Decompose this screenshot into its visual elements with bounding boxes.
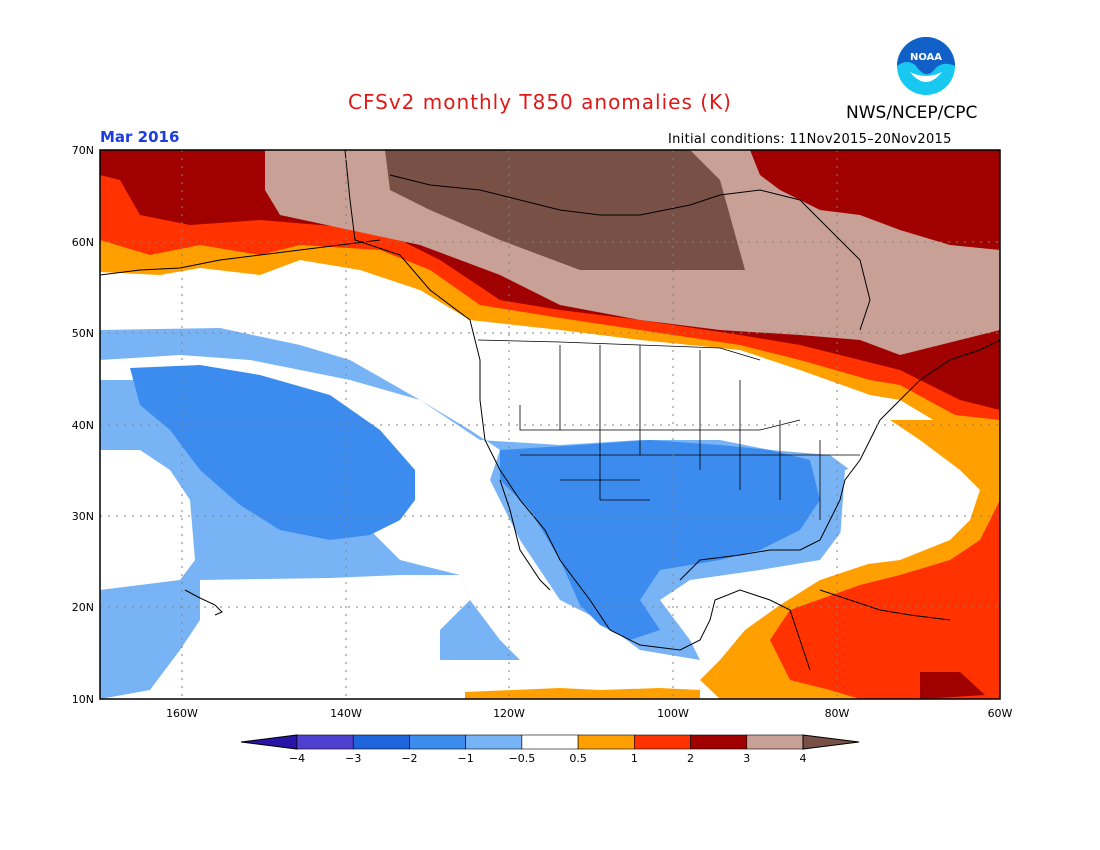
colorbar-tick-label: −3 (345, 752, 361, 765)
colorbar: −4 −3 −2 −1 −0.5 0.5 1 2 3 4 (240, 734, 860, 765)
noaa-logo-icon: NOAA (897, 37, 955, 95)
neutral-region-subtropical (100, 450, 195, 590)
lon-label: 80W (825, 707, 850, 720)
month-label: Mar 2016 (100, 128, 180, 146)
lon-label: 60W (988, 707, 1013, 720)
colorbar-segment (577, 734, 635, 750)
colorbar-segment (296, 734, 354, 750)
anomaly-region-warm-darkred-southeast (920, 672, 985, 699)
lon-label: 160W (166, 707, 198, 720)
colorbar-segment (409, 734, 466, 750)
org-label: NWS/NCEP/CPC (846, 103, 978, 123)
colorbar-segment (634, 734, 691, 750)
lon-label: 120W (493, 707, 525, 720)
neutral-region-atlantic (840, 460, 970, 565)
colorbar-tick-label: 0.5 (569, 752, 587, 765)
noaa-logo-text: NOAA (910, 52, 942, 63)
state-borders (477, 339, 860, 520)
lon-label: 100W (657, 707, 689, 720)
colorbar-tick-label: 2 (687, 752, 694, 765)
colorbar-tick-label: −0.5 (509, 752, 536, 765)
colorbar-tick-label: 1 (631, 752, 638, 765)
lat-label: 10N (72, 693, 94, 706)
neutral-region-east-pacific (200, 575, 470, 690)
lat-label: 30N (72, 510, 94, 523)
colorbar-tick-label: 4 (800, 752, 807, 765)
initial-conditions-label: Initial conditions: 11Nov2015–20Nov2015 (668, 132, 952, 147)
lat-label: 20N (72, 601, 94, 614)
lat-label: 60N (72, 236, 94, 249)
colorbar-tick-label: 3 (743, 752, 750, 765)
lat-label: 70N (72, 144, 94, 157)
colorbar-segment (802, 734, 860, 750)
grid-lines (100, 150, 1000, 699)
longitude-labels: 160W 140W 120W 100W 80W 60W (166, 707, 1012, 720)
colorbar-tick-label: −4 (289, 752, 305, 765)
colorbar-segment (746, 734, 804, 750)
anomaly-region-cool-light-pacific (100, 328, 850, 660)
lat-label: 40N (72, 419, 94, 432)
colorbar-segment (240, 734, 298, 750)
colorbar-tick-label: −2 (401, 752, 417, 765)
coastlines (100, 150, 1000, 671)
anomaly-region-cool-mid-pacific (130, 365, 415, 540)
chart-title: CFSv2 monthly T850 anomalies (K) (348, 90, 732, 114)
latitude-labels: 70N 60N 50N 40N 30N 20N 10N (72, 144, 94, 706)
anomaly-region-darkred-northeast (750, 150, 1000, 250)
anomaly-region-warm-brown (385, 150, 745, 270)
colorbar-segment (521, 734, 579, 750)
colorbar-tick-label: −1 (458, 752, 474, 765)
lat-label: 50N (72, 327, 94, 340)
anomaly-region-warm-orange-south-strip (465, 688, 700, 699)
anomaly-region-warm-red-southeast (770, 500, 1000, 699)
lon-label: 140W (330, 707, 362, 720)
colorbar-segment (352, 734, 410, 750)
colorbar-segment (465, 734, 523, 750)
colorbar-segment (690, 734, 748, 750)
map-frame (99, 149, 1001, 700)
